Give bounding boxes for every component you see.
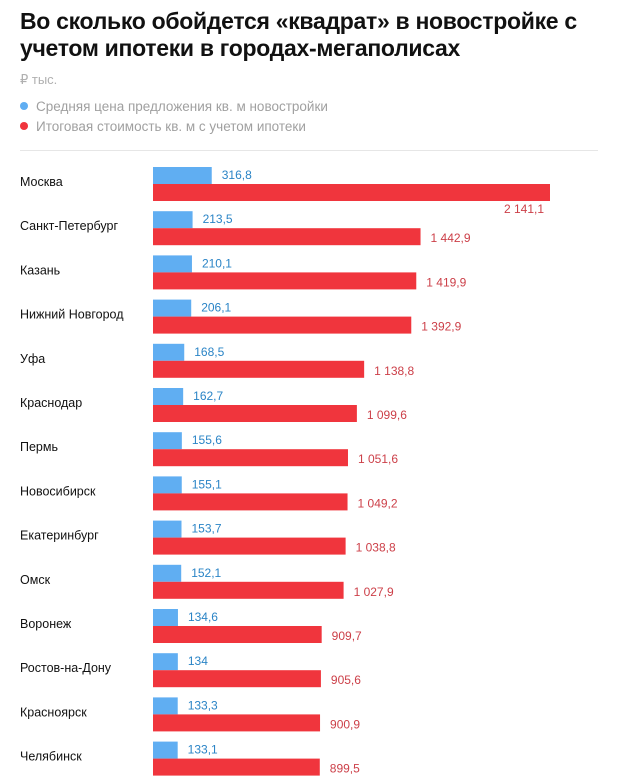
category-label: Краснодар (20, 396, 82, 410)
data-label-avg-price: 206,1 (201, 301, 231, 315)
category-label: Нижний Новгород (20, 308, 124, 322)
data-label-total-cost: 1 051,6 (358, 452, 398, 466)
data-label-total-cost: 1 027,9 (354, 585, 394, 599)
data-label-total-cost: 899,5 (330, 762, 360, 776)
legend-label-total-cost: Итоговая стоимость кв. м с учетом ипотек… (36, 118, 306, 134)
data-label-avg-price: 133,3 (188, 698, 218, 712)
data-label-avg-price: 210,1 (202, 256, 232, 270)
bar-total-cost (153, 405, 357, 422)
divider (20, 150, 598, 151)
bar-total-cost (153, 360, 365, 378)
category-label: Пермь (20, 440, 58, 454)
legend-red-dot (20, 122, 28, 130)
data-label-avg-price: 152,1 (191, 566, 221, 580)
legend: Средняя цена предложения кв. м новострой… (20, 96, 328, 136)
bar-avg-price (153, 167, 212, 184)
legend-label-avg-price: Средняя цена предложения кв. м новострой… (36, 98, 328, 114)
legend-item-total-cost: Итоговая стоимость кв. м с учетом ипотек… (20, 116, 328, 136)
bar-total-cost (153, 316, 412, 334)
data-label-total-cost: 1 049,2 (358, 496, 398, 510)
data-label-total-cost: 909,7 (332, 629, 362, 643)
data-label-avg-price: 162,7 (193, 389, 223, 403)
bar-avg-price (153, 609, 178, 626)
bar-avg-price (153, 432, 182, 450)
category-label: Красноярск (20, 705, 87, 719)
bar-total-cost (153, 228, 421, 246)
category-label: Ростов-на-Дону (20, 661, 112, 675)
bar-total-cost (153, 184, 550, 201)
bar-total-cost (153, 714, 321, 732)
data-label-total-cost: 1 038,8 (356, 541, 396, 555)
bar-avg-price (153, 299, 192, 317)
chart-title: Во сколько обойдется «квадрат» в новостр… (20, 8, 577, 61)
bar-avg-price (153, 211, 193, 229)
bar-avg-price (153, 343, 185, 361)
category-label: Москва (20, 175, 63, 189)
data-label-avg-price: 316,8 (222, 168, 252, 182)
bar-total-cost (153, 449, 348, 467)
category-label: Новосибирск (20, 484, 96, 498)
bar-avg-price (153, 564, 182, 582)
category-label: Санкт-Петербург (20, 219, 118, 233)
bar-total-cost (153, 272, 417, 290)
category-label: Воронеж (20, 617, 72, 631)
data-label-total-cost: 900,9 (330, 717, 360, 731)
bar-avg-price (153, 697, 178, 715)
bar-avg-price (153, 653, 178, 671)
data-label-avg-price: 155,1 (192, 477, 222, 491)
category-label: Уфа (20, 352, 45, 366)
data-label-avg-price: 155,6 (192, 433, 222, 447)
data-label-avg-price: 134 (188, 654, 208, 668)
data-label-avg-price: 213,5 (203, 212, 233, 226)
category-label: Челябинск (20, 750, 82, 764)
bar-total-cost (153, 626, 322, 643)
bar-total-cost (153, 758, 320, 776)
category-label: Омск (20, 573, 51, 587)
legend-blue-dot (20, 102, 28, 110)
data-label-avg-price: 134,6 (188, 610, 218, 624)
data-label-avg-price: 133,1 (188, 743, 218, 757)
data-label-total-cost: 1 442,9 (431, 231, 471, 245)
data-label-avg-price: 168,5 (194, 345, 224, 359)
bar-avg-price (153, 520, 182, 538)
data-label-total-cost: 2 141,1 (504, 202, 544, 216)
bar-avg-price (153, 476, 182, 494)
category-label: Екатеринбург (20, 529, 99, 543)
bar-total-cost (153, 670, 321, 688)
bar-avg-price (153, 388, 184, 405)
data-label-total-cost: 1 138,8 (374, 364, 414, 378)
bar-total-cost (153, 581, 344, 599)
bar-avg-price (153, 255, 192, 273)
bar-total-cost (153, 493, 348, 511)
category-label: Казань (20, 263, 60, 277)
unit-label: ₽ тыс. (20, 72, 58, 87)
data-label-total-cost: 1 419,9 (426, 275, 466, 289)
data-label-avg-price: 153,7 (191, 522, 221, 536)
data-label-total-cost: 905,6 (331, 673, 361, 687)
legend-item-avg-price: Средняя цена предложения кв. м новострой… (20, 96, 328, 116)
data-label-total-cost: 1 099,6 (367, 408, 407, 422)
bar-avg-price (153, 741, 178, 759)
bar-total-cost (153, 537, 346, 555)
data-label-total-cost: 1 392,9 (421, 320, 461, 334)
